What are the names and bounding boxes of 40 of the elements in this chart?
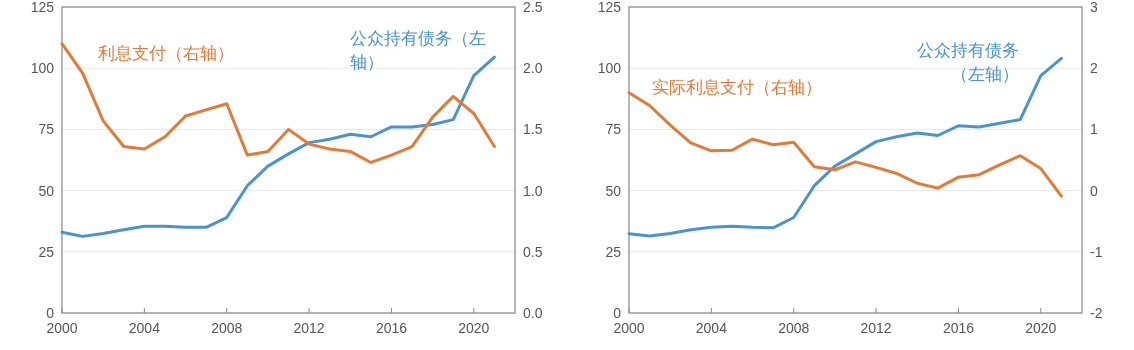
x-tick-label: 2012 [293, 320, 325, 336]
series-label: 实际利息支付（右轴） [651, 77, 822, 97]
y2-tick-label: 0.0 [523, 305, 543, 321]
y-tick-label: 125 [597, 0, 622, 15]
y-tick-label: 100 [597, 60, 622, 77]
x-tick-label: 2016 [375, 320, 408, 336]
y-tick-label: 50 [605, 182, 622, 199]
y-tick-label: 25 [38, 243, 55, 260]
y-tick-label: 75 [605, 121, 622, 138]
x-tick-label: 2000 [46, 320, 78, 336]
y2-tick-label: 0 [1090, 182, 1098, 199]
y2-tick-label: -2 [1090, 305, 1103, 321]
y2-tick-label: 2.5 [523, 0, 543, 15]
y2-tick-label: 2.0 [523, 60, 543, 77]
x-tick-label: 2004 [695, 320, 728, 336]
x-tick-label: 2012 [860, 320, 892, 336]
y-tick-label: 125 [30, 0, 55, 15]
y2-tick-label: 1.5 [523, 121, 543, 138]
x-tick-label: 2020 [1025, 320, 1057, 336]
y-tick-label: 50 [38, 182, 55, 199]
x-tick-label: 2000 [613, 320, 645, 336]
y2-tick-label: 1.0 [523, 182, 543, 199]
series-label: 利息支付（右轴） [98, 44, 235, 64]
y2-tick-label: 3 [1090, 0, 1098, 15]
series-label: 公众持有债务（左轴） [916, 40, 1019, 84]
y2-tick-label: 0.5 [523, 243, 543, 260]
y-tick-label: 0 [613, 305, 622, 321]
x-tick-label: 2008 [211, 320, 243, 336]
y2-tick-label: 1 [1090, 121, 1098, 138]
y-tick-label: 0 [46, 305, 55, 321]
y-tick-label: 75 [38, 121, 55, 138]
x-tick-label: 2016 [942, 320, 975, 336]
x-tick-label: 2008 [778, 320, 810, 336]
y2-tick-label: 2 [1090, 60, 1098, 77]
series-label: 公众持有债务（左轴） [349, 28, 486, 72]
x-tick-label: 2004 [128, 320, 161, 336]
y-tick-label: 25 [605, 243, 622, 260]
y2-tick-label: -1 [1090, 243, 1103, 260]
x-tick-label: 2020 [458, 320, 490, 336]
y-tick-label: 100 [30, 60, 55, 77]
